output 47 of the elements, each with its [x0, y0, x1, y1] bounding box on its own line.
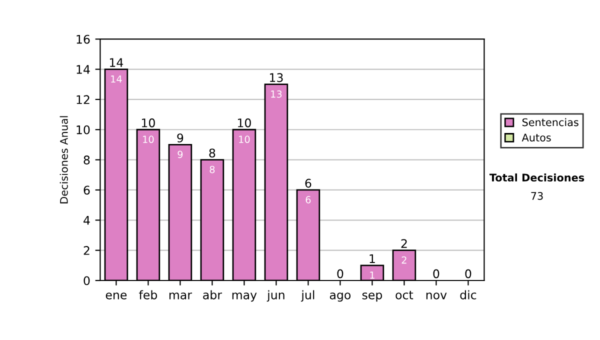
text: 73 [531, 192, 543, 200]
x-tick-label: jun [266, 290, 284, 302]
y-tick-label: 6 [84, 186, 90, 195]
total-label: 0 [433, 269, 440, 278]
total-label: 9 [177, 133, 184, 142]
legend-label: Sentencias [522, 118, 578, 126]
y-tick-label: 16 [76, 34, 90, 44]
x-tick-label: sep [362, 292, 382, 302]
total-label: 13 [270, 73, 283, 82]
total-label: 1 [370, 254, 375, 263]
x-tick-label: may [232, 292, 257, 302]
data-label: 14 [111, 75, 122, 83]
total-label: 0 [465, 269, 472, 278]
total-label: 8 [209, 148, 216, 158]
total-label: 10 [238, 118, 251, 128]
y-tick-label: 2 [84, 246, 90, 255]
x-tick-label: nov [426, 292, 447, 300]
y-tick-label: 12 [76, 95, 90, 104]
x-tick-label: mar [169, 292, 192, 300]
y-axis-title: Decisiones Anual [60, 116, 68, 204]
total-label: 10 [142, 118, 155, 128]
data-label: 10 [239, 136, 250, 144]
x-tick-label: oct [396, 290, 414, 300]
data-label: 13 [271, 90, 282, 98]
data-label: 10 [143, 136, 154, 144]
y-tick-label: 10 [76, 125, 90, 134]
total-label: 6 [305, 178, 312, 188]
data-label: 8 [210, 166, 215, 174]
y-tick-label: 0 [84, 276, 90, 286]
x-tick-label: ene [106, 292, 127, 300]
x-tick-label: feb [139, 290, 158, 300]
data-label: 2 [402, 256, 406, 264]
x-tick-label: ago [330, 292, 351, 302]
total-label: 2 [401, 239, 407, 248]
total-label: 0 [337, 269, 344, 278]
x-tick-label: abr [203, 290, 222, 300]
data-label: 9 [178, 150, 183, 158]
y-tick-label: 4 [84, 216, 90, 225]
x-tick-label: jul [300, 290, 314, 302]
y-tick-label: 14 [76, 65, 90, 74]
data-label: 1 [370, 272, 374, 279]
x-tick-label: dic [460, 290, 476, 300]
y-tick-label: 8 [84, 156, 90, 164]
total-label: 14 [110, 58, 124, 67]
text: Total Decisiones [489, 173, 584, 182]
data-label: 6 [306, 196, 311, 204]
legend-label: Autos [522, 134, 551, 142]
